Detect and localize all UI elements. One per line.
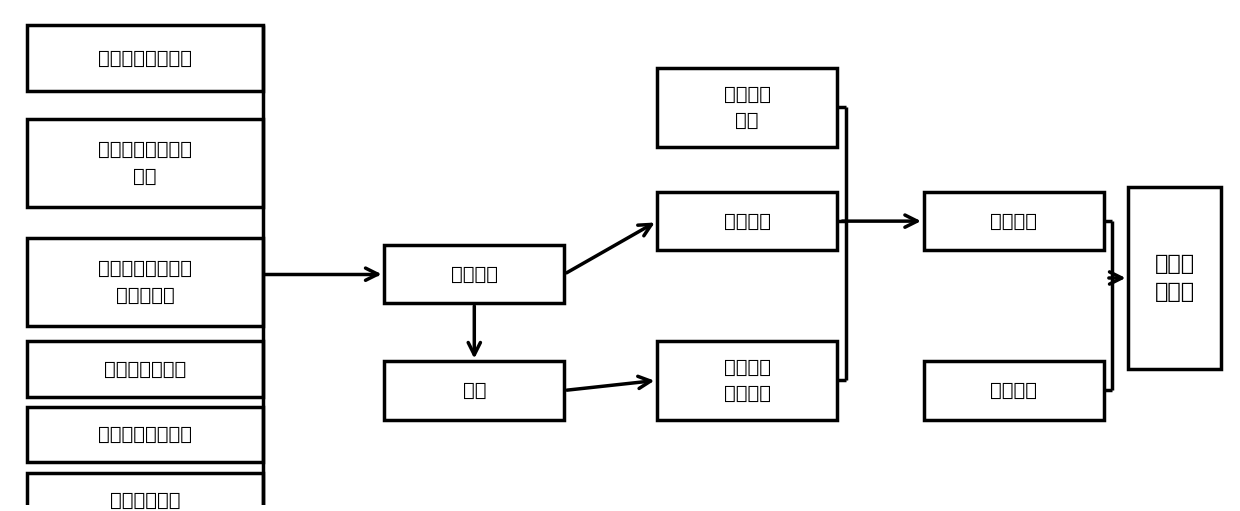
- Text: 故障精
准定位: 故障精 准定位: [1154, 254, 1195, 302]
- Bar: [384, 245, 564, 303]
- Bar: [384, 361, 564, 420]
- Bar: [924, 192, 1104, 250]
- Text: 配电网自动化系统: 配电网自动化系统: [98, 425, 192, 444]
- Bar: [27, 25, 263, 91]
- Text: 生产管理系统: 生产管理系统: [110, 491, 180, 510]
- Text: 用电信息: 用电信息: [451, 265, 497, 284]
- Text: 完整网络
拓扑关系: 完整网络 拓扑关系: [724, 358, 770, 403]
- Text: 调度自动化系统: 调度自动化系统: [104, 359, 186, 379]
- Text: 营配贯通: 营配贯通: [991, 381, 1037, 400]
- Bar: [657, 341, 837, 420]
- Text: 研判结果: 研判结果: [991, 212, 1037, 230]
- Text: 失电信息: 失电信息: [724, 212, 770, 230]
- Bar: [27, 119, 263, 207]
- Bar: [924, 361, 1104, 420]
- Text: 用电信息采集系统: 用电信息采集系统: [98, 49, 192, 67]
- Bar: [27, 238, 263, 326]
- Bar: [27, 407, 263, 462]
- Text: 修正: 修正: [463, 381, 486, 400]
- Bar: [657, 68, 837, 147]
- Bar: [1128, 187, 1221, 369]
- Text: 故障研判
算法: 故障研判 算法: [724, 85, 770, 130]
- Bar: [657, 192, 837, 250]
- Bar: [27, 473, 263, 511]
- Bar: [27, 341, 263, 397]
- Text: 配电线路在线监测
系统: 配电线路在线监测 系统: [98, 140, 192, 186]
- Text: 剩余电流动作保护
器监测系统: 剩余电流动作保护 器监测系统: [98, 259, 192, 305]
